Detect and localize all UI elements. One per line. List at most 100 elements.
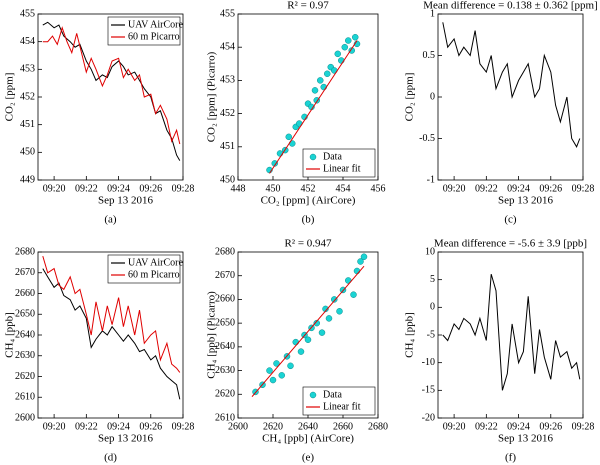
panel: 2610 2620 2630 2640 2650 2660 2670 2680 2600 2620… — [206, 238, 388, 464]
y-tick-label: -10 — [422, 357, 435, 368]
x-tick-label: 2600 — [228, 421, 248, 432]
y-tick-label: 1 — [430, 8, 435, 19]
legend-swatch — [309, 391, 317, 399]
panel: -20 -15 -10 -5 0 5 10 09:20 09:22 09:24 09:26 09:28… — [404, 238, 595, 464]
x-axis-label: Sep 13 2016 — [498, 433, 554, 445]
scatter-point — [341, 43, 348, 51]
y-axis-label: CO₂ [ppm] — [404, 73, 416, 122]
scatter-point — [269, 376, 277, 384]
y-tick-label: -5 — [427, 329, 435, 340]
chart-title: R² = 0.947 — [284, 238, 332, 250]
scatter-point — [304, 336, 312, 343]
y-tick-label: 451 — [220, 141, 235, 152]
y-axis-label: CO₂ [ppm] (Picarro) — [206, 51, 218, 142]
scatter-point — [278, 372, 285, 379]
caption: (d) — [104, 452, 117, 464]
x-tick-label: 09:24 — [507, 421, 530, 432]
y-tick-label: 5 — [430, 274, 435, 285]
y-tick-label: -0.5 — [419, 133, 435, 144]
scatter-point — [336, 308, 343, 315]
scatter-point — [318, 329, 326, 336]
legend-box — [107, 254, 181, 284]
legend-box — [302, 386, 376, 416]
x-tick-label: 09:26 — [139, 421, 162, 432]
y-tick-label: 453 — [20, 64, 35, 75]
y-tick-label: 455 — [20, 8, 35, 19]
caption: (e) — [302, 452, 315, 464]
series-line — [42, 26, 181, 145]
x-axis-label: Sep 13 2016 — [98, 433, 154, 445]
x-tick-label: 452 — [301, 183, 316, 194]
chart-title: Mean difference = 0.138 ± 0.362 [ppm] — [423, 0, 598, 12]
scatter-point — [357, 258, 364, 265]
scatter-point — [317, 77, 324, 84]
x-tick-label: 2640 — [298, 421, 318, 432]
x-axis-label: Sep 13 2016 — [98, 195, 154, 207]
x-tick-label: 450 — [266, 183, 281, 194]
y-tick-label: 2620 — [215, 389, 235, 400]
scatter-point — [360, 253, 368, 260]
caption: (f) — [505, 452, 516, 464]
x-tick-label: 2660 — [333, 421, 353, 432]
x-tick-label: 09:22 — [475, 183, 498, 194]
x-tick-label: 09:24 — [507, 183, 530, 194]
caption: (c) — [504, 214, 517, 226]
caption: (a) — [104, 214, 117, 226]
plot-frame — [437, 13, 584, 181]
legend-label: UAV AirCore — [128, 257, 183, 268]
scatter-point — [287, 362, 294, 370]
y-tick-label: 2670 — [15, 267, 35, 278]
legend-label: 60 m Picarro — [128, 269, 180, 280]
x-tick-label: 09:20 — [443, 421, 466, 432]
scatter-point — [348, 47, 355, 54]
legend-label: UAV AirCore — [128, 19, 183, 30]
y-tick-label: 2640 — [15, 329, 35, 340]
series-line — [42, 255, 181, 373]
x-axis-label: CO₂ [ppm] (AirCore) — [261, 195, 356, 207]
legend-label: 60 m Picarro — [128, 31, 180, 42]
plot-frame — [437, 251, 584, 419]
series-line — [42, 268, 181, 400]
legend-label: Data — [323, 389, 342, 400]
x-tick-label: 454 — [336, 183, 351, 194]
scatter-point — [311, 87, 319, 94]
y-tick-label: 2650 — [215, 317, 235, 328]
scatter-point — [292, 338, 299, 346]
y-tick-label: -1 — [427, 174, 435, 185]
scatter-point — [273, 360, 280, 367]
y-tick-label: 2630 — [215, 365, 235, 376]
scatter-point — [297, 348, 305, 355]
y-axis-label: CH₄ [ppb] (Picarro) — [206, 291, 218, 379]
y-tick-label: 450 — [220, 174, 235, 185]
scatter-point — [285, 133, 292, 141]
series-line — [269, 40, 358, 174]
scatter-point — [266, 367, 273, 374]
x-tick-label: 09:26 — [539, 183, 562, 194]
y-tick-label: 450 — [20, 147, 35, 158]
scatter-point — [325, 315, 333, 322]
scatter-point — [313, 319, 320, 327]
series-line — [442, 22, 581, 148]
y-tick-label: 0 — [430, 91, 435, 102]
y-tick-label: 2610 — [215, 412, 235, 423]
series-line — [251, 265, 365, 398]
y-tick-label: 2670 — [215, 270, 235, 281]
y-tick-label: 2640 — [215, 341, 235, 352]
y-tick-label: 0.5 — [423, 50, 436, 61]
x-tick-label: 09:20 — [43, 183, 66, 194]
legend-swatch — [309, 153, 317, 161]
scatter-point — [334, 50, 341, 58]
y-tick-label: 0 — [430, 302, 435, 313]
legend-box — [302, 148, 376, 178]
y-tick-label: -20 — [422, 412, 435, 423]
x-tick-label: 09:22 — [75, 421, 98, 432]
chart-title: R² = 0.97 — [287, 0, 329, 12]
legend-label: Linear fit — [323, 401, 361, 412]
scatter-point — [271, 160, 278, 167]
y-axis-label: CH₄ [ppb] — [4, 312, 16, 358]
x-tick-label: 09:22 — [475, 421, 498, 432]
x-tick-label: 09:28 — [572, 183, 595, 194]
y-axis-label: CO₂ [ppm] — [4, 73, 16, 122]
y-tick-label: 2620 — [15, 371, 35, 382]
